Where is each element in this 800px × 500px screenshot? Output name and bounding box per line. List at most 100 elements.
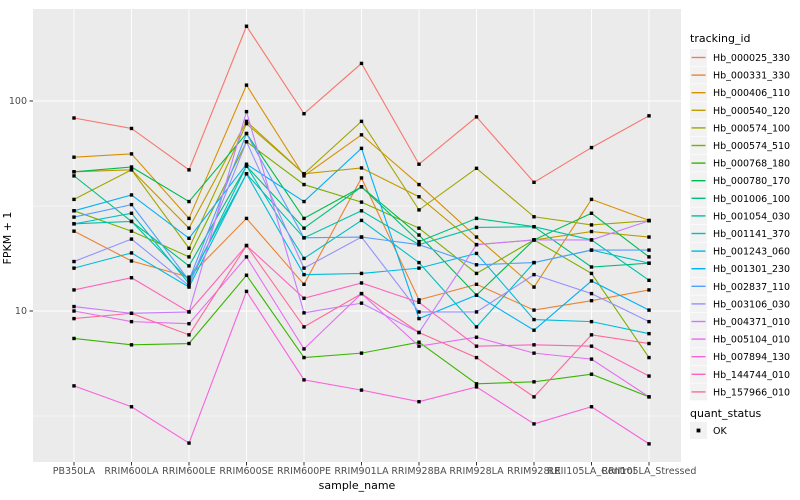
data-point <box>129 168 134 172</box>
data-point <box>474 382 479 386</box>
data-point <box>302 311 306 315</box>
legend-item-Hb_000025_330: Hb_000025_330 <box>690 49 790 66</box>
data-point <box>532 328 536 332</box>
data-point <box>302 266 306 270</box>
data-point <box>647 331 651 336</box>
data-point <box>244 131 249 136</box>
data-point <box>187 333 191 337</box>
data-point <box>302 347 306 351</box>
data-point <box>589 229 594 234</box>
data-point <box>302 282 306 287</box>
data-point <box>187 264 191 268</box>
x-tick-label: RRII105LA_Stressed <box>602 466 697 477</box>
data-point <box>187 226 191 230</box>
data-point <box>359 133 364 137</box>
x-tick-label: PB350LA <box>53 466 96 477</box>
legend-item-Hb_000768_180: Hb_000768_180 <box>690 154 790 172</box>
data-point <box>187 283 191 288</box>
data-point <box>417 330 421 335</box>
legend-item-Hb_007894_130: Hb_007894_130 <box>690 348 790 366</box>
data-point <box>474 355 479 360</box>
data-point <box>359 146 364 151</box>
x-tick-label: RRIM600SE <box>219 466 273 477</box>
data-point <box>589 223 594 227</box>
data-point <box>187 441 191 445</box>
data-point <box>359 388 364 392</box>
data-point <box>532 285 536 289</box>
legend-item-label: Hb_005104_010 <box>713 335 790 346</box>
legend-item-Hb_001243_060: Hb_001243_060 <box>690 242 790 260</box>
axes: PB350LA RRIM600LA RRIM600LE RRIM600SE RRIM60… <box>29 100 697 477</box>
data-point <box>72 209 76 213</box>
legend-item-Hb_000540_120: Hb_000540_120 <box>690 101 790 119</box>
legend-item-label: Hb_003106_030 <box>713 299 790 310</box>
data-point <box>244 216 249 221</box>
data-point <box>647 341 651 346</box>
data-point <box>129 276 134 280</box>
data-point <box>129 405 134 409</box>
data-point <box>187 310 191 314</box>
data-point <box>589 291 594 296</box>
data-point <box>647 114 651 118</box>
legend-item-label: Hb_000540_120 <box>713 106 790 117</box>
data-point <box>72 288 76 292</box>
data-point <box>302 182 306 187</box>
legend-item-label: Hb_000574_510 <box>713 141 790 152</box>
x-tick-label: RRIM600LA <box>104 466 159 477</box>
data-point <box>417 316 421 321</box>
data-point <box>417 260 421 265</box>
x-tick-label: RRIM928LA <box>449 466 504 477</box>
data-point <box>244 164 249 168</box>
data-point <box>589 344 594 348</box>
data-point <box>129 219 134 224</box>
data-point <box>72 197 76 202</box>
data-point <box>72 170 76 174</box>
data-point <box>647 395 651 399</box>
data-point <box>244 24 249 28</box>
data-point <box>474 216 479 221</box>
data-point <box>359 200 364 204</box>
data-point <box>532 272 536 277</box>
data-point <box>532 215 536 219</box>
data-point <box>129 251 134 255</box>
data-point <box>417 226 421 230</box>
data-point <box>647 374 651 378</box>
data-point <box>302 256 306 261</box>
data-point <box>72 174 76 178</box>
data-point <box>302 216 306 221</box>
legend-item-label: Hb_000406_110 <box>713 88 790 99</box>
data-point <box>302 325 306 329</box>
data-point <box>532 422 536 426</box>
data-point <box>129 229 134 233</box>
legend-item-Hb_000331_330: Hb_000331_330 <box>690 66 790 84</box>
data-point <box>647 261 651 265</box>
legend-title-quant-status: quant_status <box>690 407 762 420</box>
plot-panel <box>33 9 681 462</box>
data-point <box>359 176 364 180</box>
data-point <box>72 155 76 159</box>
data-point <box>129 343 134 347</box>
data-point <box>474 282 479 287</box>
data-point <box>647 308 651 312</box>
data-point <box>72 222 76 226</box>
data-points <box>72 24 651 446</box>
data-point <box>72 304 76 309</box>
data-point <box>532 343 536 347</box>
data-point <box>647 248 651 252</box>
data-point <box>647 355 651 360</box>
data-point <box>359 185 364 189</box>
x-tick-label: RRIM928LE <box>507 466 561 477</box>
legend-item-label: Hb_157966_010 <box>713 387 790 398</box>
data-point <box>244 140 249 144</box>
data-point <box>244 162 249 166</box>
data-point <box>359 235 364 239</box>
data-point <box>359 119 364 124</box>
data-point <box>417 182 421 187</box>
data-point <box>129 126 134 131</box>
data-point <box>302 355 306 360</box>
legend-item-label: Hb_000025_330 <box>713 53 790 64</box>
data-point <box>474 225 479 230</box>
data-point <box>129 319 134 324</box>
legend-item-Hb_000574_510: Hb_000574_510 <box>690 137 790 154</box>
legend-item-label: Hb_004371_010 <box>713 317 790 328</box>
